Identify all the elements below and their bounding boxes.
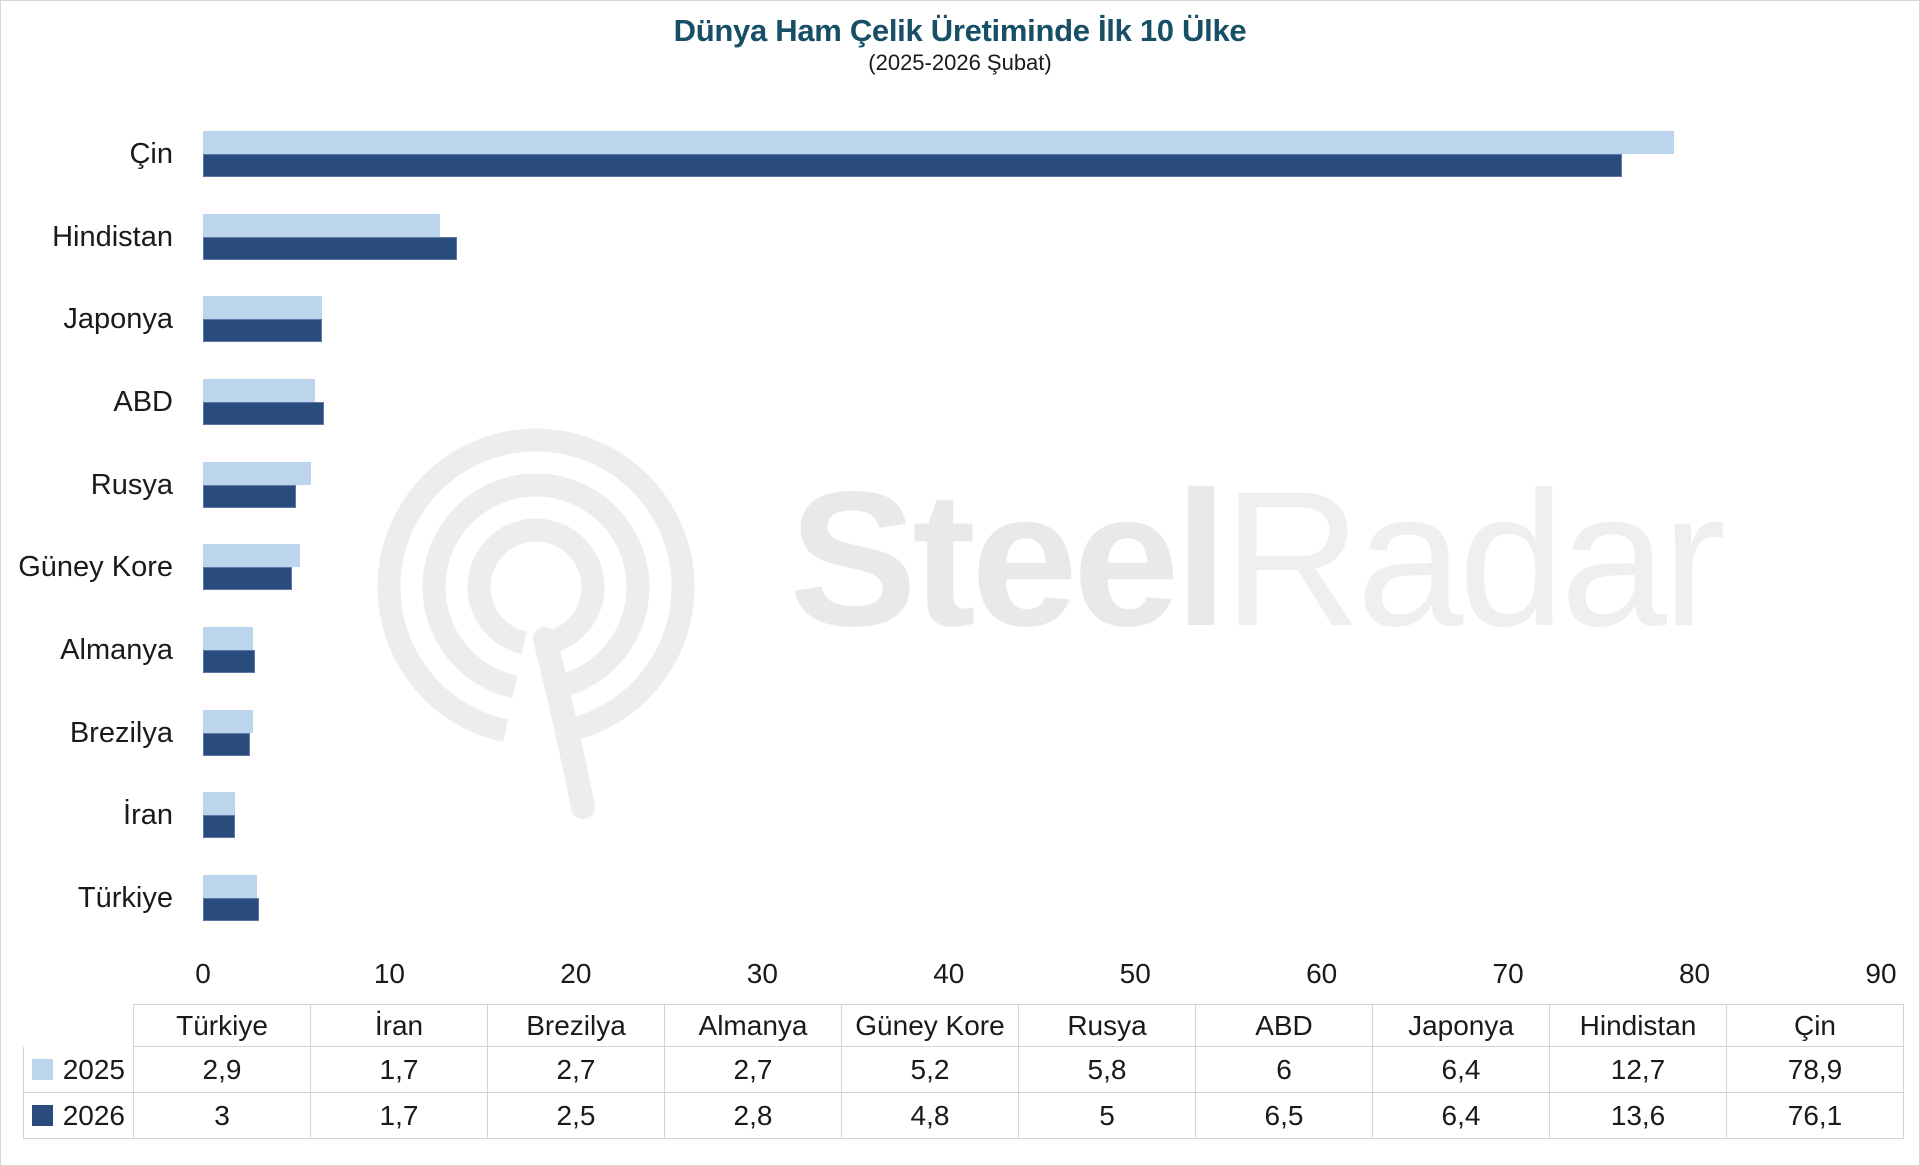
bar-2026	[203, 567, 293, 591]
bar-2026	[203, 732, 250, 756]
chart-subtitle: (2025-2026 Şubat)	[868, 50, 1052, 75]
table-value-cell: 3	[134, 1093, 311, 1139]
table-value-cell: 5,2	[842, 1047, 1019, 1093]
category-label: Güney Kore	[18, 551, 173, 584]
category-label: Hindistan	[52, 220, 173, 253]
category-label: ABD	[113, 386, 173, 418]
category-label: Türkiye	[77, 882, 173, 915]
chart-title: Dünya Ham Çelik Üretiminde İlk 10 Ülke	[673, 13, 1247, 48]
bar-2026	[203, 898, 259, 922]
table-value-cell: 2,9	[134, 1047, 311, 1093]
table-value-cell: 5,8	[1019, 1047, 1196, 1093]
table-column-header: Hindistan	[1550, 1004, 1727, 1047]
x-axis-tick: 10	[373, 958, 406, 989]
table-value-cell: 6,4	[1373, 1093, 1550, 1139]
legend-label: 2025	[62, 1053, 125, 1085]
bar-2026	[203, 815, 235, 839]
x-axis-tick: 0	[195, 958, 211, 989]
table-value-cell: 2,5	[488, 1093, 665, 1139]
table-column-header: Türkiye	[134, 1004, 311, 1047]
x-axis-tick: 20	[560, 958, 592, 989]
bar-2025	[203, 461, 312, 485]
legend-cell-2025: 2025	[23, 1047, 134, 1093]
data-table: Türkiye İran Brezilya Almanya Güney Kore Rusy…	[23, 1004, 1904, 1139]
bar-2025	[203, 131, 1675, 154]
bar-2025	[203, 379, 315, 402]
table-column-header: Rusya	[1019, 1004, 1196, 1047]
bar-2025	[203, 875, 258, 899]
x-axis-tick: 80	[1678, 958, 1711, 989]
category-label: Brezilya	[69, 716, 173, 749]
bar-2025	[203, 709, 254, 733]
table-value-cell: 78,9	[1727, 1047, 1904, 1093]
table-column-header: Almanya	[665, 1004, 842, 1047]
table-value-cell: 2,8	[665, 1093, 842, 1139]
table-column-header: ABD	[1196, 1004, 1373, 1047]
x-axis-tick: 30	[746, 958, 778, 989]
table-value-cell: 6,5	[1196, 1093, 1373, 1139]
table-value-cell: 76,1	[1727, 1093, 1904, 1139]
x-axis-tick: 70	[1492, 958, 1524, 989]
bar-2026	[203, 319, 323, 343]
table-value-cell: 6	[1196, 1047, 1373, 1093]
table-column-header: Japonya	[1373, 1004, 1550, 1047]
legend-cell-2026: 2026	[23, 1093, 134, 1139]
category-label: Almanya	[60, 634, 173, 667]
legend-label: 2026	[62, 1099, 125, 1131]
bar-2025	[203, 792, 235, 816]
table-value-cell: 12,7	[1550, 1047, 1727, 1093]
bar-2026	[203, 650, 256, 674]
table-value-cell: 1,7	[311, 1093, 488, 1139]
table-value-cell: 4,8	[842, 1093, 1019, 1139]
table-column-header: Güney Kore	[842, 1004, 1019, 1047]
table-corner-cell	[23, 1004, 134, 1047]
bar-2026	[203, 402, 325, 425]
x-axis-tick: 60	[1306, 958, 1338, 989]
table-value-cell: 13,6	[1550, 1093, 1727, 1139]
bar-2026	[203, 484, 297, 508]
x-axis-tick: 50	[1119, 958, 1151, 989]
table-column-header: Çin	[1727, 1004, 1904, 1047]
x-axis-tick: 90	[1865, 958, 1897, 989]
table-value-cell: 6,4	[1373, 1047, 1550, 1093]
legend-swatch-2025	[31, 1059, 53, 1080]
category-label: İran	[123, 799, 173, 832]
table-value-cell: 2,7	[488, 1047, 665, 1093]
category-label: Çin	[129, 138, 173, 170]
category-label: Rusya	[90, 468, 173, 501]
table-value-cell: 1,7	[311, 1047, 488, 1093]
legend-swatch-2026	[31, 1105, 53, 1126]
table-value-cell: 5	[1019, 1093, 1196, 1139]
bar-2025	[203, 627, 254, 651]
x-axis-tick: 40	[933, 958, 965, 989]
table-value-cell: 2,7	[665, 1047, 842, 1093]
bar-2026	[203, 154, 1622, 177]
bar-2025	[203, 296, 323, 320]
table-column-header: İran	[311, 1004, 488, 1047]
bar-2026	[203, 236, 457, 260]
bar-2025	[203, 544, 300, 568]
table-column-header: Brezilya	[488, 1004, 665, 1047]
bar-2025	[203, 213, 440, 237]
category-label: Japonya	[63, 303, 173, 336]
